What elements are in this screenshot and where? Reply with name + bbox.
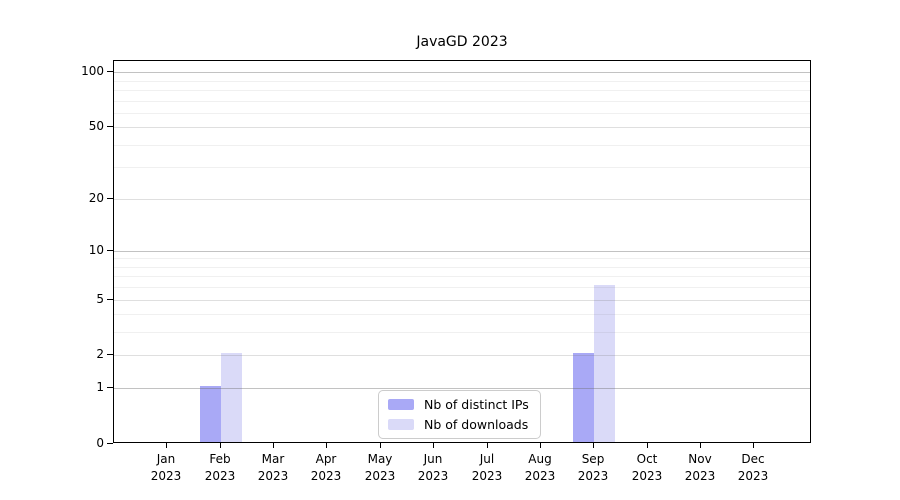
y-tick-label-10: 10 [88,242,104,257]
x-tick-mark [166,443,167,448]
y-tick-mark [107,354,113,355]
gridline-60 [114,113,810,114]
x-tick-label-aug: Aug 2023 [524,452,556,483]
gridline-40 [114,145,810,146]
y-tick-label-20: 20 [88,190,104,205]
bar-feb-ips [200,386,221,442]
x-tick-label-jan: Jan 2023 [150,452,182,483]
gridline-20 [114,199,810,200]
x-tick-label-nov: Nov 2023 [684,452,716,483]
x-tick-label-oct: Oct 2023 [631,452,663,483]
legend-label-downloads: Nb of downloads [424,416,529,432]
gridline-1 [114,388,810,389]
gridline-70 [114,101,810,102]
y-tick-mark [107,250,113,251]
gridline-8 [114,267,810,268]
y-tick-label-2: 2 [96,347,104,362]
x-tick-label-jul: Jul 2023 [471,452,503,483]
gridline-9 [114,258,810,259]
y-tick-mark [107,71,113,72]
chart-title: JavaGD 2023 [416,34,508,50]
x-tick-mark [380,443,381,448]
gridline-30 [114,167,810,168]
bars-layer [114,61,810,442]
legend-label-distinct-ips: Nb of distinct IPs [424,397,529,412]
gridline-100 [114,72,810,73]
legend-swatch-distinct-ips-icon [388,399,414,411]
gridline-80 [114,90,810,91]
x-tick-mark [273,443,274,448]
gridline-50 [114,127,810,128]
gridlines-layer [114,61,810,442]
x-tick-mark [593,443,594,448]
x-tick-label-sep: Sep 2023 [577,452,609,483]
legend-swatch-downloads-icon [388,418,414,430]
y-tick-label-5: 5 [96,291,104,306]
y-tick-mark [107,387,113,388]
y-tick-mark [107,299,113,300]
x-tick-label-jun: Jun 2023 [417,452,449,483]
y-tick-label-50: 50 [88,119,104,134]
gridline-10 [114,251,810,252]
x-tick-mark [433,443,434,448]
x-tick-label-dec: Dec 2023 [737,452,769,483]
gridline-5 [114,300,810,301]
y-tick-label-1: 1 [96,380,104,395]
gridline-6 [114,287,810,288]
gridline-4 [114,314,810,315]
x-tick-label-apr: Apr 2023 [310,452,342,483]
x-tick-mark [647,443,648,448]
x-tick-mark [326,443,327,448]
legend-entry-distinct-ips: Nb of distinct IPs [388,397,529,413]
legend: Nb of distinct IPs Nb of downloads [378,390,541,440]
gridline-3 [114,332,810,333]
x-tick-label-mar: Mar 2023 [257,452,289,483]
y-tick-mark [107,443,113,444]
y-tick-label-0: 0 [96,436,104,450]
gridline-2 [114,355,810,356]
y-tick-label-100: 100 [81,64,104,79]
x-tick-mark [487,443,488,448]
x-tick-mark [220,443,221,448]
x-tick-label-feb: Feb 2023 [204,452,236,483]
bar-feb-downloads [221,353,242,442]
bar-sep-downloads [594,285,615,442]
bar-sep-ips [573,353,594,442]
x-tick-mark [700,443,701,448]
legend-entry-downloads: Nb of downloads [388,417,529,433]
gridline-90 [114,81,810,82]
x-tick-mark [540,443,541,448]
y-tick-mark [107,198,113,199]
y-tick-mark [107,126,113,127]
plot-area: Nb of distinct IPs Nb of downloads [113,60,811,443]
x-tick-mark [753,443,754,448]
x-tick-label-may: May 2023 [364,452,396,483]
gridline-7 [114,276,810,277]
